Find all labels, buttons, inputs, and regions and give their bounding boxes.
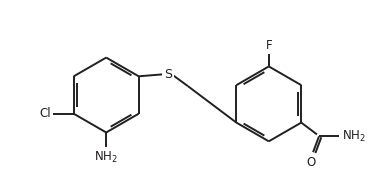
Text: S: S [164, 68, 172, 81]
Text: F: F [265, 39, 272, 52]
Text: O: O [306, 156, 316, 169]
Text: NH$_2$: NH$_2$ [342, 129, 365, 144]
Text: Cl: Cl [39, 107, 51, 120]
Text: NH$_2$: NH$_2$ [94, 150, 118, 165]
